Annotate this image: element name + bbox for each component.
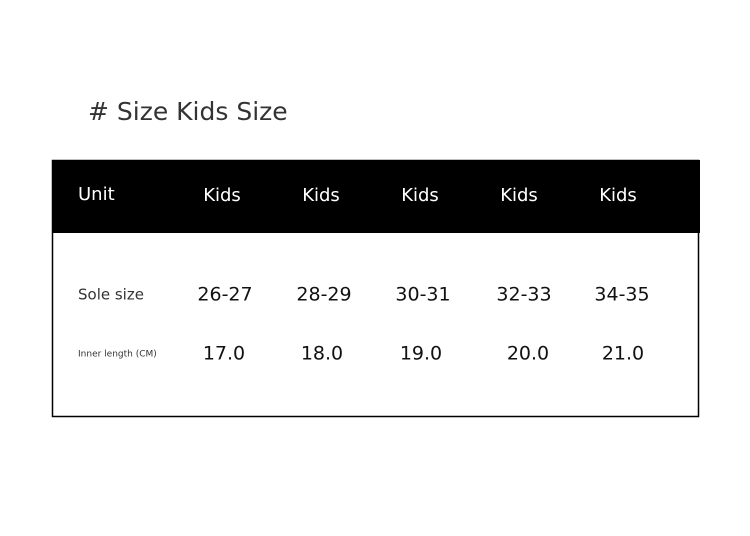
row-label: Inner length (CM) <box>78 350 157 360</box>
table-header-bg <box>52 160 700 233</box>
cell: 32-33 <box>496 284 551 306</box>
header-cell: Unit <box>78 184 115 205</box>
header-cell: Kids <box>599 185 637 206</box>
cell: 28-29 <box>296 284 351 306</box>
header-cell: Kids <box>302 185 340 206</box>
header-cell: Kids <box>500 185 538 206</box>
cell: 21.0 <box>602 343 644 365</box>
cell: 19.0 <box>400 343 442 365</box>
cell: 20.0 <box>507 343 549 365</box>
row-label: Sole size <box>78 286 144 304</box>
cell: 30-31 <box>395 284 450 306</box>
table: Unit Kids Kids Kids Kids Kids Sole size 26-27 28… <box>78 184 650 365</box>
cell: 18.0 <box>301 343 343 365</box>
cell: 17.0 <box>203 343 245 365</box>
header-cell: Kids <box>203 185 241 206</box>
cell: 26-27 <box>197 284 252 306</box>
header-cell: Kids <box>401 185 439 206</box>
cell: 34-35 <box>594 284 649 306</box>
title: # Size Kids Size <box>88 97 288 126</box>
